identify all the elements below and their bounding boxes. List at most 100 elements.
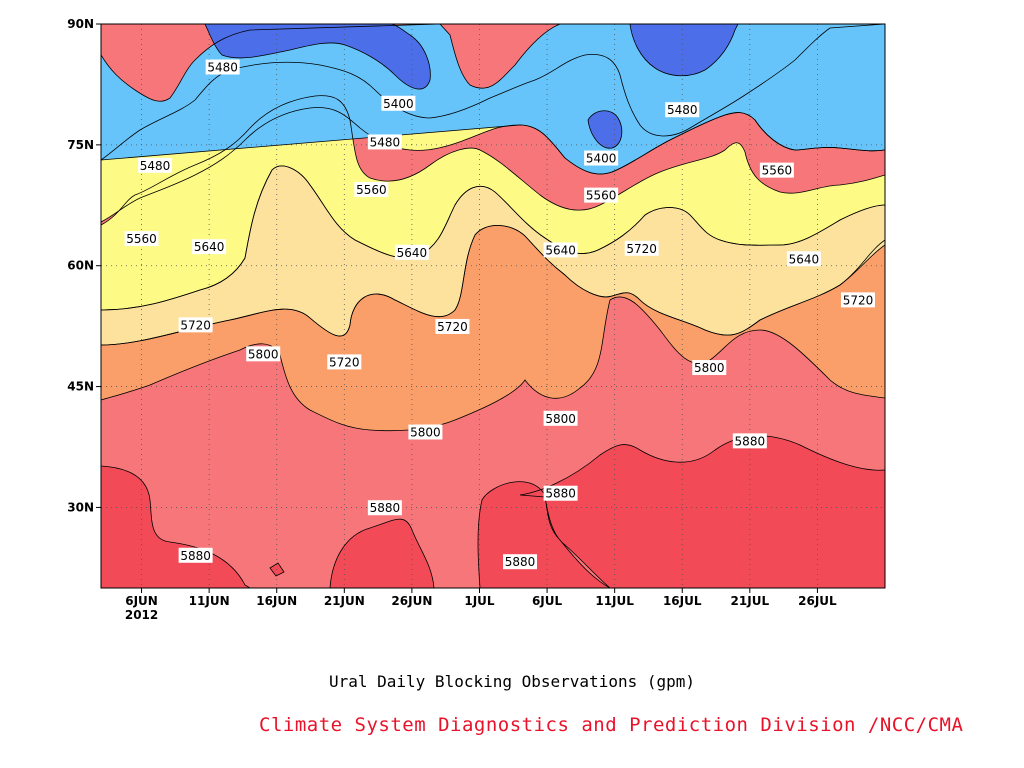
contour-label: 5480 [205, 59, 240, 75]
y-tick-label: 30N [67, 500, 94, 514]
contour-label-box [367, 500, 402, 516]
contour-label-box [205, 59, 240, 75]
contour-line [204, 24, 739, 149]
contour-label-box [624, 240, 659, 256]
contour-label-box [840, 292, 875, 308]
contour-label-text: 5800 [410, 425, 441, 439]
contour-label: 5720 [178, 317, 213, 333]
contour-label: 5880 [543, 485, 578, 501]
contour-label-box [138, 157, 173, 173]
contour-label-box [543, 410, 578, 426]
plot-frame [100, 23, 886, 589]
y-tick-label: 45N [67, 380, 94, 394]
x-tick-label: 6JUN [125, 594, 158, 608]
contour-label-box [394, 244, 429, 260]
contour-label: 5720 [327, 354, 362, 370]
x-tick-label: 16JUN [256, 594, 297, 608]
x-tick-label: 26JUN [391, 594, 432, 608]
contour-label-text: 5640 [397, 246, 428, 260]
contour-label: 5560 [124, 231, 159, 247]
y-tick-label: 75N [67, 138, 94, 152]
contour-label-box [584, 187, 619, 203]
contour-label-box [381, 95, 416, 111]
contour-label-text: 5880 [505, 555, 536, 569]
contour-label-text: 5800 [694, 361, 725, 375]
contour-label-text: 5720 [437, 320, 468, 334]
contour-line [101, 24, 885, 175]
contour-label-box [786, 251, 821, 267]
contour-label-box [584, 150, 619, 166]
contour-label-text: 5480 [667, 103, 698, 117]
contour-label: 5800 [246, 346, 281, 362]
contour-label: 5480 [367, 134, 402, 150]
contour-label-box [759, 162, 794, 178]
x-tick-label: 26JUL [798, 594, 837, 608]
contour-label: 5640 [192, 239, 227, 255]
x-tick-label: 11JUL [595, 594, 634, 608]
contour-label-text: 5480 [140, 159, 171, 173]
x-axis-title: Ural Daily Blocking Observations (gpm) [328, 672, 696, 691]
contour-label: 5720 [435, 318, 470, 334]
contour-label-box [732, 433, 767, 449]
contour-label-box [354, 181, 389, 197]
contour-label-text: 5640 [194, 240, 225, 254]
contour-label-text: 5880 [735, 434, 766, 448]
contour-label-text: 5560 [356, 183, 387, 197]
contour-label-text: 5560 [126, 232, 157, 246]
contour-label: 5800 [692, 360, 727, 376]
contour-label: 5480 [138, 157, 173, 173]
contour-label: 5400 [381, 95, 416, 111]
contour-label-box [192, 239, 227, 255]
contour-label-box [503, 554, 538, 570]
contour-label: 5560 [759, 162, 794, 178]
y-tick-label: 90N [67, 17, 94, 31]
x-tick-label: 21JUL [731, 594, 770, 608]
x-tick-label: 6JUL [532, 594, 563, 608]
contour-labels: 5480 5400 5480 5480 5560 5560 5640 5640 5720 5800… [124, 59, 875, 570]
contour-label: 5400 [584, 150, 619, 166]
contour-label-text: 5400 [586, 152, 617, 166]
contour-label-box [124, 231, 159, 247]
contour-label: 5800 [543, 410, 578, 426]
x-year-label: 2012 [125, 608, 158, 622]
contour-label-box [665, 102, 700, 118]
plot-area: 5480 5400 5480 5480 5560 5560 5640 5640 5720 5800… [101, 24, 885, 588]
contour-label-text: 5720 [329, 355, 360, 369]
contour-label: 5560 [584, 187, 619, 203]
contour-label-text: 5400 [383, 97, 414, 111]
x-tick-label: 16JUL [663, 594, 702, 608]
contour-label-text: 5720 [180, 318, 211, 332]
contour-label: 5560 [354, 181, 389, 197]
credit-line: Climate System Diagnostics and Predictio… [259, 714, 964, 736]
contour-label-box [692, 360, 727, 376]
contour-label: 5640 [786, 251, 821, 267]
x-tick-label: 11JUN [189, 594, 230, 608]
contour-label-text: 5720 [843, 293, 874, 307]
contour-label-text: 5640 [789, 252, 820, 266]
contour-label: 5720 [624, 240, 659, 256]
contour-label: 5640 [394, 244, 429, 260]
contour-label: 5880 [367, 500, 402, 516]
contour-label-box [367, 134, 402, 150]
contour-label-text: 5800 [545, 412, 576, 426]
contour-label-text: 5560 [762, 164, 793, 178]
contour-label-text: 5560 [586, 189, 617, 203]
contour-label-box [435, 318, 470, 334]
contour-label-box [178, 317, 213, 333]
x-tick-label: 1JUL [464, 594, 495, 608]
contour-label: 5720 [840, 292, 875, 308]
contour-label-text: 5800 [248, 347, 279, 361]
x-tick-label: 21JUN [324, 594, 365, 608]
contour-label: 5640 [543, 242, 578, 258]
contour-label-box [327, 354, 362, 370]
contour-label: 5880 [732, 433, 767, 449]
contour-label-text: 5880 [545, 487, 576, 501]
contour-label: 5800 [408, 424, 443, 440]
contour-label-text: 5720 [626, 242, 657, 256]
y-tick-label: 60N [67, 259, 94, 273]
contour-label-box [543, 485, 578, 501]
contour-label: 5480 [665, 102, 700, 118]
contour-label-text: 5480 [207, 61, 238, 75]
contour-label-box [178, 547, 213, 563]
